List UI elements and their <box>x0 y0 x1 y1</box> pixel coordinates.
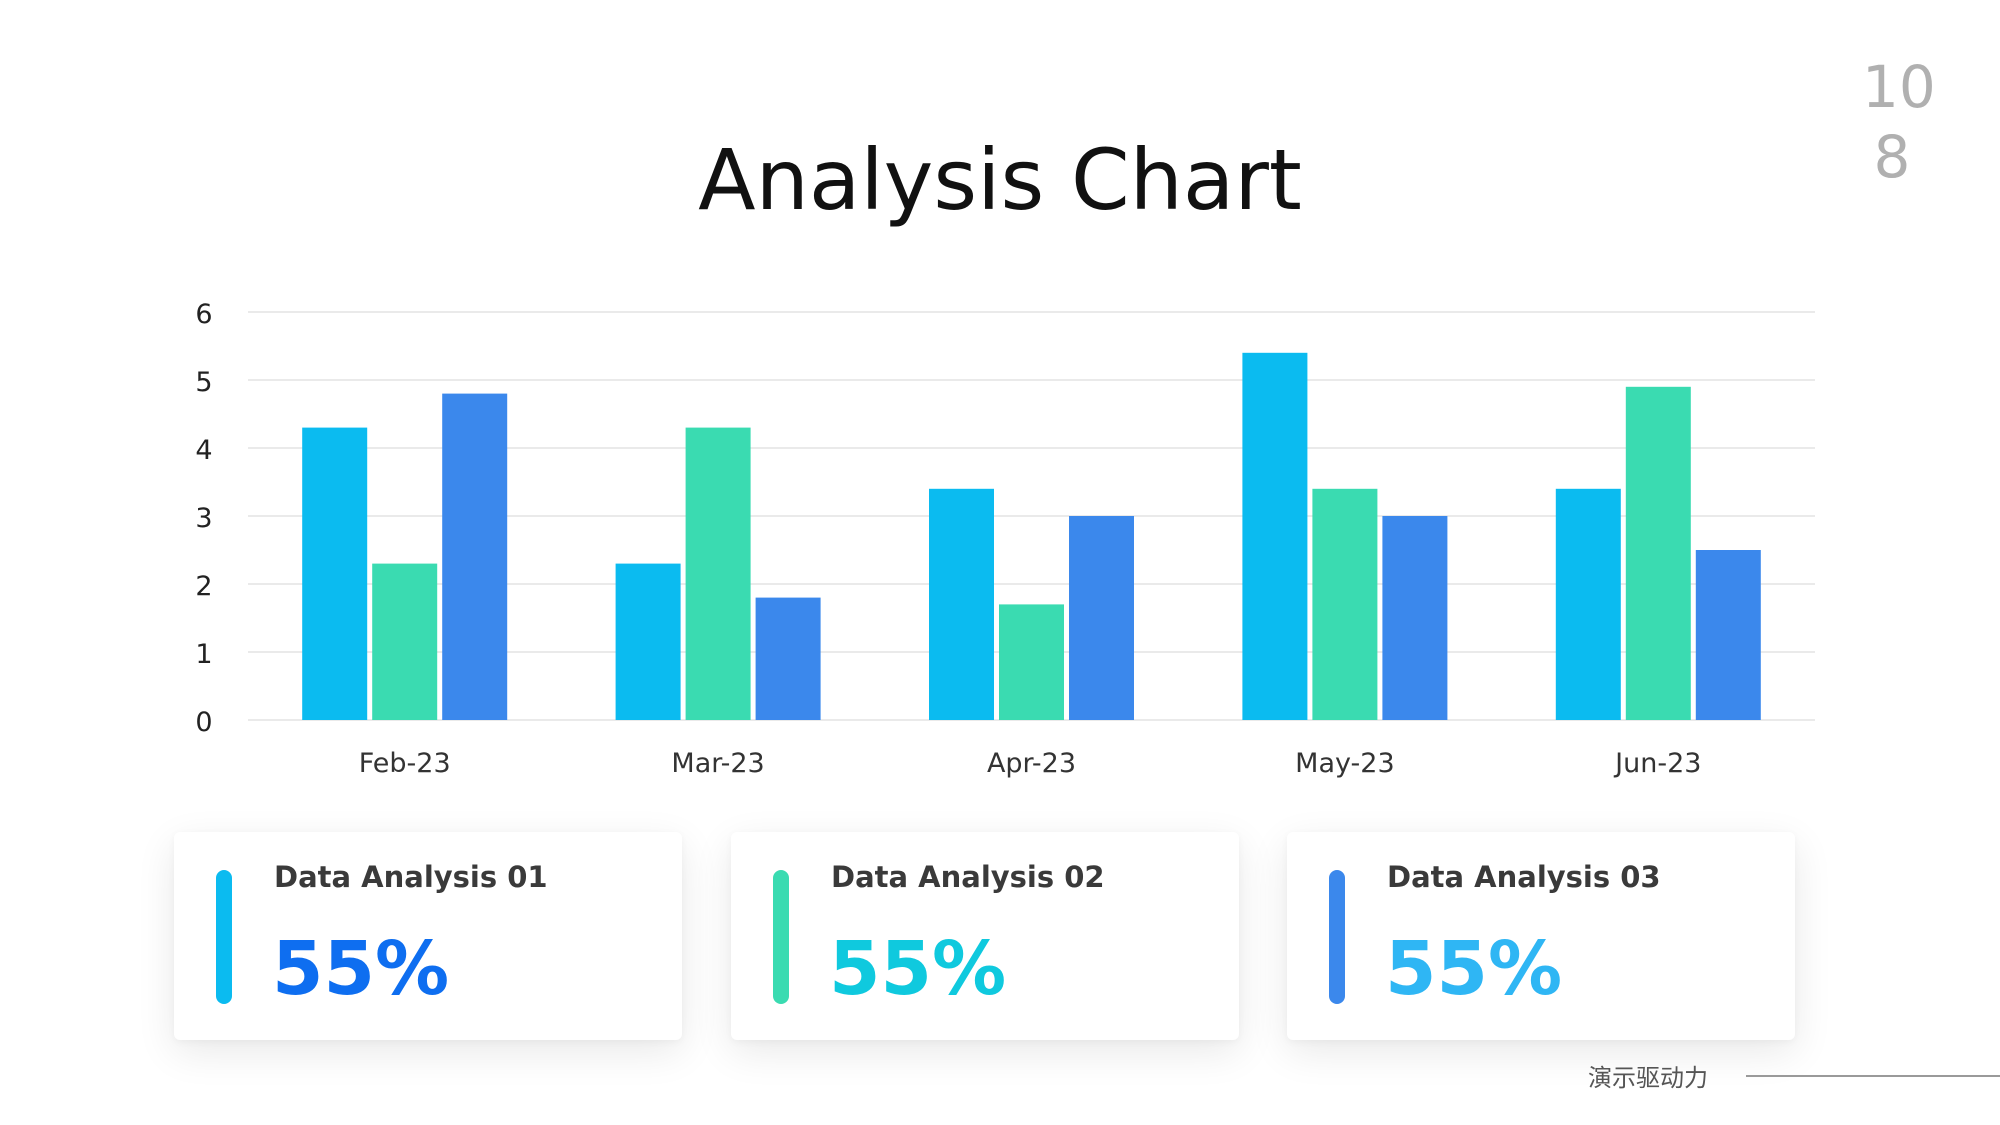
bar <box>615 563 681 720</box>
data-card-01: Data Analysis 01 55% <box>174 832 682 1040</box>
data-card-02: Data Analysis 02 55% <box>731 832 1239 1040</box>
y-tick-label: 0 <box>195 707 212 738</box>
footer-divider <box>1746 1075 2000 1077</box>
y-tick-label: 1 <box>195 639 212 670</box>
card-label: Data Analysis 01 <box>274 860 548 894</box>
x-tick-label: Apr-23 <box>987 748 1076 779</box>
bar <box>302 427 368 720</box>
y-tick-label: 2 <box>195 571 212 602</box>
card-value: 55% <box>1385 926 1563 1012</box>
card-value: 55% <box>272 926 450 1012</box>
card-accent-bar <box>216 870 232 1004</box>
card-label: Data Analysis 03 <box>1387 860 1661 894</box>
bar <box>755 597 821 720</box>
y-tick-label: 4 <box>195 435 212 466</box>
x-tick-label: Jun-23 <box>1613 748 1701 779</box>
data-card-03: Data Analysis 03 55% <box>1287 832 1795 1040</box>
bar <box>999 604 1064 720</box>
bar <box>929 488 994 720</box>
bar <box>685 427 751 720</box>
page-number-line-2: 8 <box>1873 123 1911 191</box>
bar <box>442 393 508 720</box>
y-tick-label: 3 <box>195 503 212 534</box>
page-title: Analysis Chart <box>698 131 1302 229</box>
x-tick-label: May-23 <box>1295 748 1394 779</box>
bar <box>1069 516 1134 720</box>
bar <box>1695 550 1761 720</box>
bar <box>1555 488 1621 720</box>
card-label: Data Analysis 02 <box>831 860 1105 894</box>
bar <box>1625 386 1691 720</box>
x-tick-label: Feb-23 <box>359 748 451 779</box>
card-accent-bar <box>773 870 789 1004</box>
bar <box>1242 352 1308 720</box>
y-tick-label: 6 <box>195 299 212 330</box>
bar-chart: 0 1 2 3 4 5 6 Feb-23 Mar-23 Apr-23 May-23 Jun-23 <box>195 299 1815 779</box>
bar <box>1382 516 1448 720</box>
y-tick-label: 5 <box>195 367 212 398</box>
card-accent-bar <box>1329 870 1345 1004</box>
x-tick-label: Mar-23 <box>671 748 764 779</box>
card-value: 55% <box>829 926 1007 1012</box>
bar <box>1312 488 1378 720</box>
footer-brand: 演示驱动力 <box>1588 1064 1708 1092</box>
bar <box>372 563 438 720</box>
